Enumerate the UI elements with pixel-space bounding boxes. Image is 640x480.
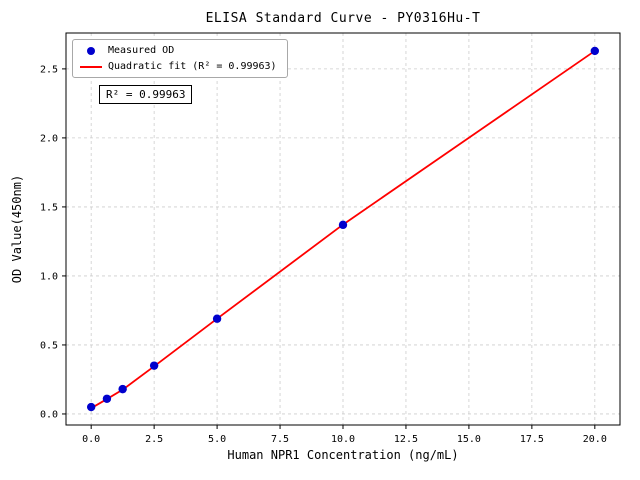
x-tick-label: 12.5 bbox=[394, 434, 418, 445]
x-tick-label: 17.5 bbox=[520, 434, 544, 445]
r-squared-annotation: R² = 0.99963 bbox=[99, 85, 193, 104]
y-axis-label: OD Value(450nm) bbox=[10, 174, 24, 284]
legend-item-quadratic-fit: Quadratic fit (R² = 0.99963) bbox=[79, 61, 277, 72]
chart-title: ELISA Standard Curve - PY0316Hu-T bbox=[205, 11, 481, 26]
legend-label-quadratic-fit: Quadratic fit (R² = 0.99963) bbox=[108, 61, 277, 72]
data-point-marker bbox=[212, 314, 222, 323]
y-tick-label: 2.5 bbox=[40, 64, 58, 75]
data-point-marker bbox=[102, 394, 112, 403]
quadratic-fit-line bbox=[90, 50, 596, 409]
data-point-marker bbox=[86, 402, 96, 412]
x-tick-label: 20.0 bbox=[583, 434, 607, 445]
y-tick-label: 0.5 bbox=[40, 340, 58, 351]
data-point-marker bbox=[149, 361, 159, 370]
x-tick-label: 7.5 bbox=[271, 434, 289, 445]
data-point-marker bbox=[338, 220, 348, 230]
measured-od-dot-icon bbox=[87, 46, 95, 55]
y-tick-label: 0.0 bbox=[40, 409, 58, 420]
x-tick-label: 0.0 bbox=[82, 434, 100, 445]
legend-marker-area bbox=[79, 46, 103, 55]
x-tick-label: 15.0 bbox=[457, 434, 481, 445]
y-tick-label: 2.0 bbox=[40, 133, 58, 144]
data-point-marker bbox=[118, 384, 127, 394]
legend: Measured OD Quadratic fit (R² = 0.99963) bbox=[72, 39, 288, 78]
legend-label-measured-od: Measured OD bbox=[108, 45, 175, 56]
x-tick-label: 10.0 bbox=[331, 434, 355, 445]
y-tick-label: 1.0 bbox=[40, 271, 58, 282]
fit-line-icon bbox=[80, 65, 102, 68]
x-tick-label: 2.5 bbox=[145, 434, 163, 445]
x-axis-label: Human NPR1 Concentration (ng/mL) bbox=[227, 448, 459, 462]
legend-marker-area bbox=[79, 65, 103, 68]
x-tick-label: 5.0 bbox=[208, 434, 226, 445]
data-point-marker bbox=[590, 46, 600, 56]
legend-item-measured-od: Measured OD bbox=[79, 45, 277, 56]
y-tick-label: 1.5 bbox=[40, 202, 58, 213]
